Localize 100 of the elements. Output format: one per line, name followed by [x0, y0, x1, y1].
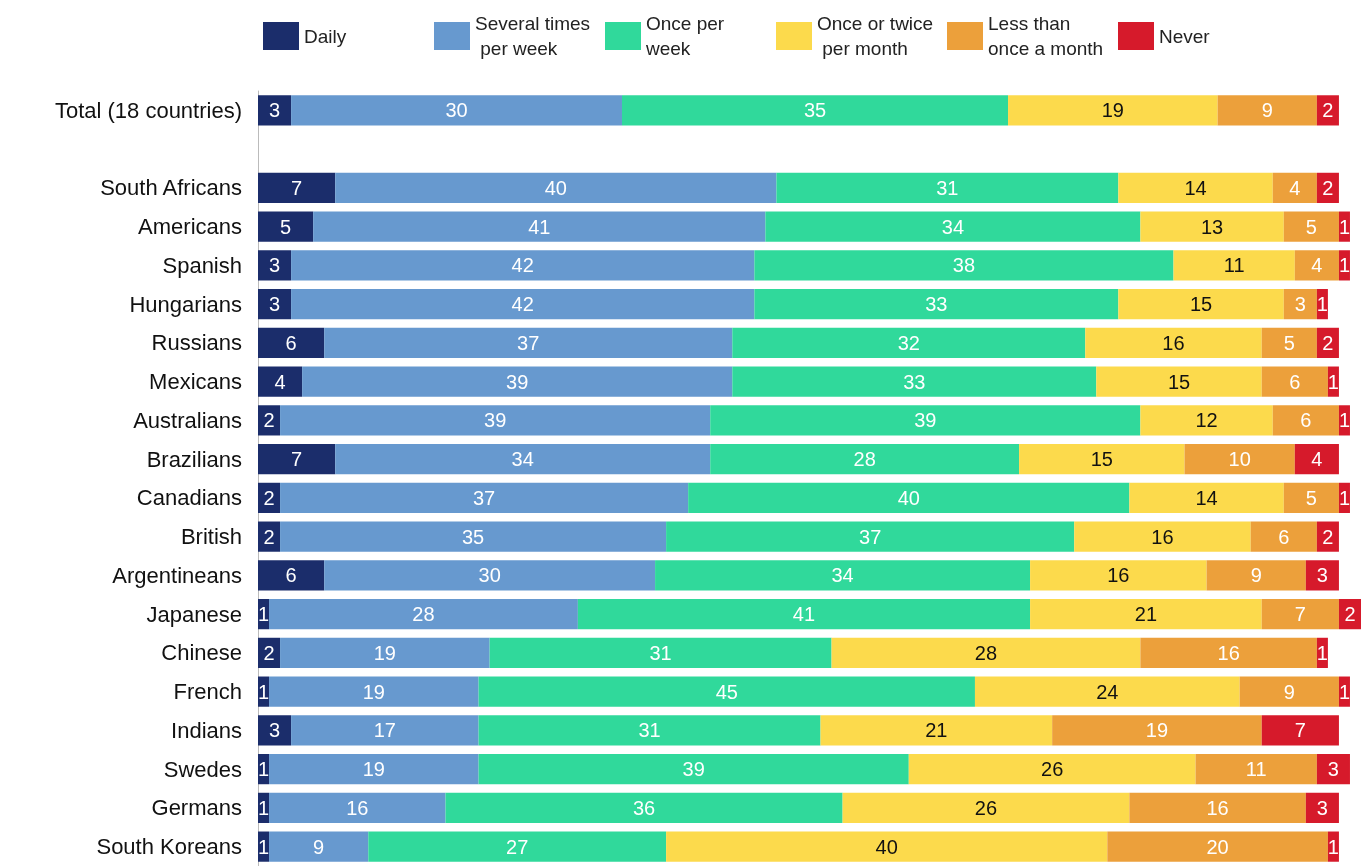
data-label: 34: [941, 215, 965, 238]
data-label: 35: [803, 99, 827, 122]
data-label: 19: [362, 758, 385, 781]
data-label: 9: [1261, 99, 1273, 122]
data-label: 16: [1206, 796, 1229, 819]
data-label: 34: [831, 564, 854, 587]
data-label: 1: [1327, 370, 1339, 393]
data-label: 7: [1294, 603, 1306, 626]
bar: [313, 211, 766, 242]
bar: [291, 95, 622, 126]
bar: [445, 792, 843, 823]
data-label: 24: [1096, 680, 1119, 703]
data-label: 2: [263, 525, 275, 548]
bar: [1305, 560, 1339, 591]
bar: [1316, 754, 1350, 785]
bar: [1272, 172, 1317, 203]
data-label: 4: [1311, 448, 1323, 471]
data-label: 2: [1322, 331, 1334, 354]
data-label: 1: [257, 796, 270, 819]
data-label: 10: [1228, 448, 1251, 471]
legend-label: Never: [1159, 25, 1211, 47]
legend-label: Once per week: [645, 13, 730, 59]
legend-label: Less than once a month: [988, 13, 1104, 59]
data-label: 19: [1145, 719, 1169, 742]
data-label: 2: [1322, 525, 1334, 548]
bar: [1250, 521, 1317, 552]
bar: [478, 754, 909, 785]
bar: [666, 831, 1108, 862]
bar: [302, 366, 733, 397]
bar: [1206, 560, 1306, 591]
data-label: 26: [1041, 758, 1064, 781]
data-label: 15: [1189, 293, 1213, 316]
data-label: 31: [936, 176, 959, 199]
bar: [1272, 405, 1339, 436]
data-label: 39: [682, 758, 705, 781]
data-label: 17: [373, 719, 396, 742]
bar: [1118, 289, 1284, 320]
data-label: 21: [1134, 603, 1158, 626]
data-label: 7: [1294, 719, 1306, 742]
bar: [1107, 831, 1328, 862]
data-label: 16: [1107, 564, 1130, 587]
data-label: 11: [1223, 254, 1245, 277]
y-tick-label: Argentineans: [112, 562, 242, 588]
y-tick-label: South Koreans: [96, 834, 242, 860]
data-label: 5: [1305, 215, 1317, 238]
data-label: 27: [506, 835, 529, 858]
data-label: 33: [925, 293, 948, 316]
data-label: 5: [280, 215, 292, 238]
data-label: 3: [268, 99, 281, 122]
y-tick-label: Spanish: [162, 252, 242, 278]
bar: [1140, 637, 1317, 668]
bar: [269, 831, 369, 862]
bar: [1294, 444, 1339, 475]
bar: [269, 792, 446, 823]
bar: [820, 715, 1053, 746]
data-label: 1: [1338, 486, 1351, 509]
bar: [1052, 715, 1262, 746]
y-tick-label: Australians: [133, 407, 242, 433]
bar: [1129, 482, 1284, 513]
y-tick-label: French: [173, 679, 242, 705]
data-label: 28: [974, 641, 998, 664]
data-label: 3: [268, 254, 281, 277]
bar: [258, 366, 303, 397]
bar: [1261, 599, 1339, 630]
bar: [577, 599, 1031, 630]
data-label: 39: [484, 409, 507, 432]
data-label: 1: [1338, 680, 1351, 703]
data-label: 19: [1101, 99, 1124, 122]
data-label: 36: [632, 796, 656, 819]
bar: [776, 172, 1119, 203]
data-label: 16: [1217, 641, 1240, 664]
data-label: 15: [1090, 448, 1113, 471]
bar: [1173, 250, 1295, 281]
data-label: 9: [1283, 680, 1295, 703]
data-label: 4: [1289, 176, 1301, 199]
y-tick-label: Indians: [171, 717, 242, 743]
y-tick-label: British: [180, 524, 242, 550]
data-label: 31: [649, 641, 672, 664]
bar: [974, 676, 1240, 707]
bar: [1261, 366, 1328, 397]
data-label: 30: [445, 99, 468, 122]
data-label: 4: [274, 370, 286, 393]
data-label: 20: [1206, 835, 1229, 858]
data-label: 6: [1278, 525, 1290, 548]
bar: [666, 521, 1075, 552]
bar: [754, 250, 1174, 281]
bar: [1140, 405, 1273, 436]
data-label: 7: [291, 448, 303, 471]
data-label: 21: [925, 719, 948, 742]
bar: [1261, 327, 1317, 358]
data-label: 4: [1311, 254, 1323, 277]
bar: [324, 327, 733, 358]
data-label: 1: [257, 603, 270, 626]
y-tick-label: Japanese: [146, 601, 242, 627]
bar: [280, 637, 490, 668]
y-tick-label: Hungarians: [129, 291, 242, 317]
bar: [1283, 482, 1339, 513]
bar: [1008, 95, 1218, 126]
data-label: 1: [1316, 293, 1328, 316]
data-label: 39: [506, 370, 529, 393]
